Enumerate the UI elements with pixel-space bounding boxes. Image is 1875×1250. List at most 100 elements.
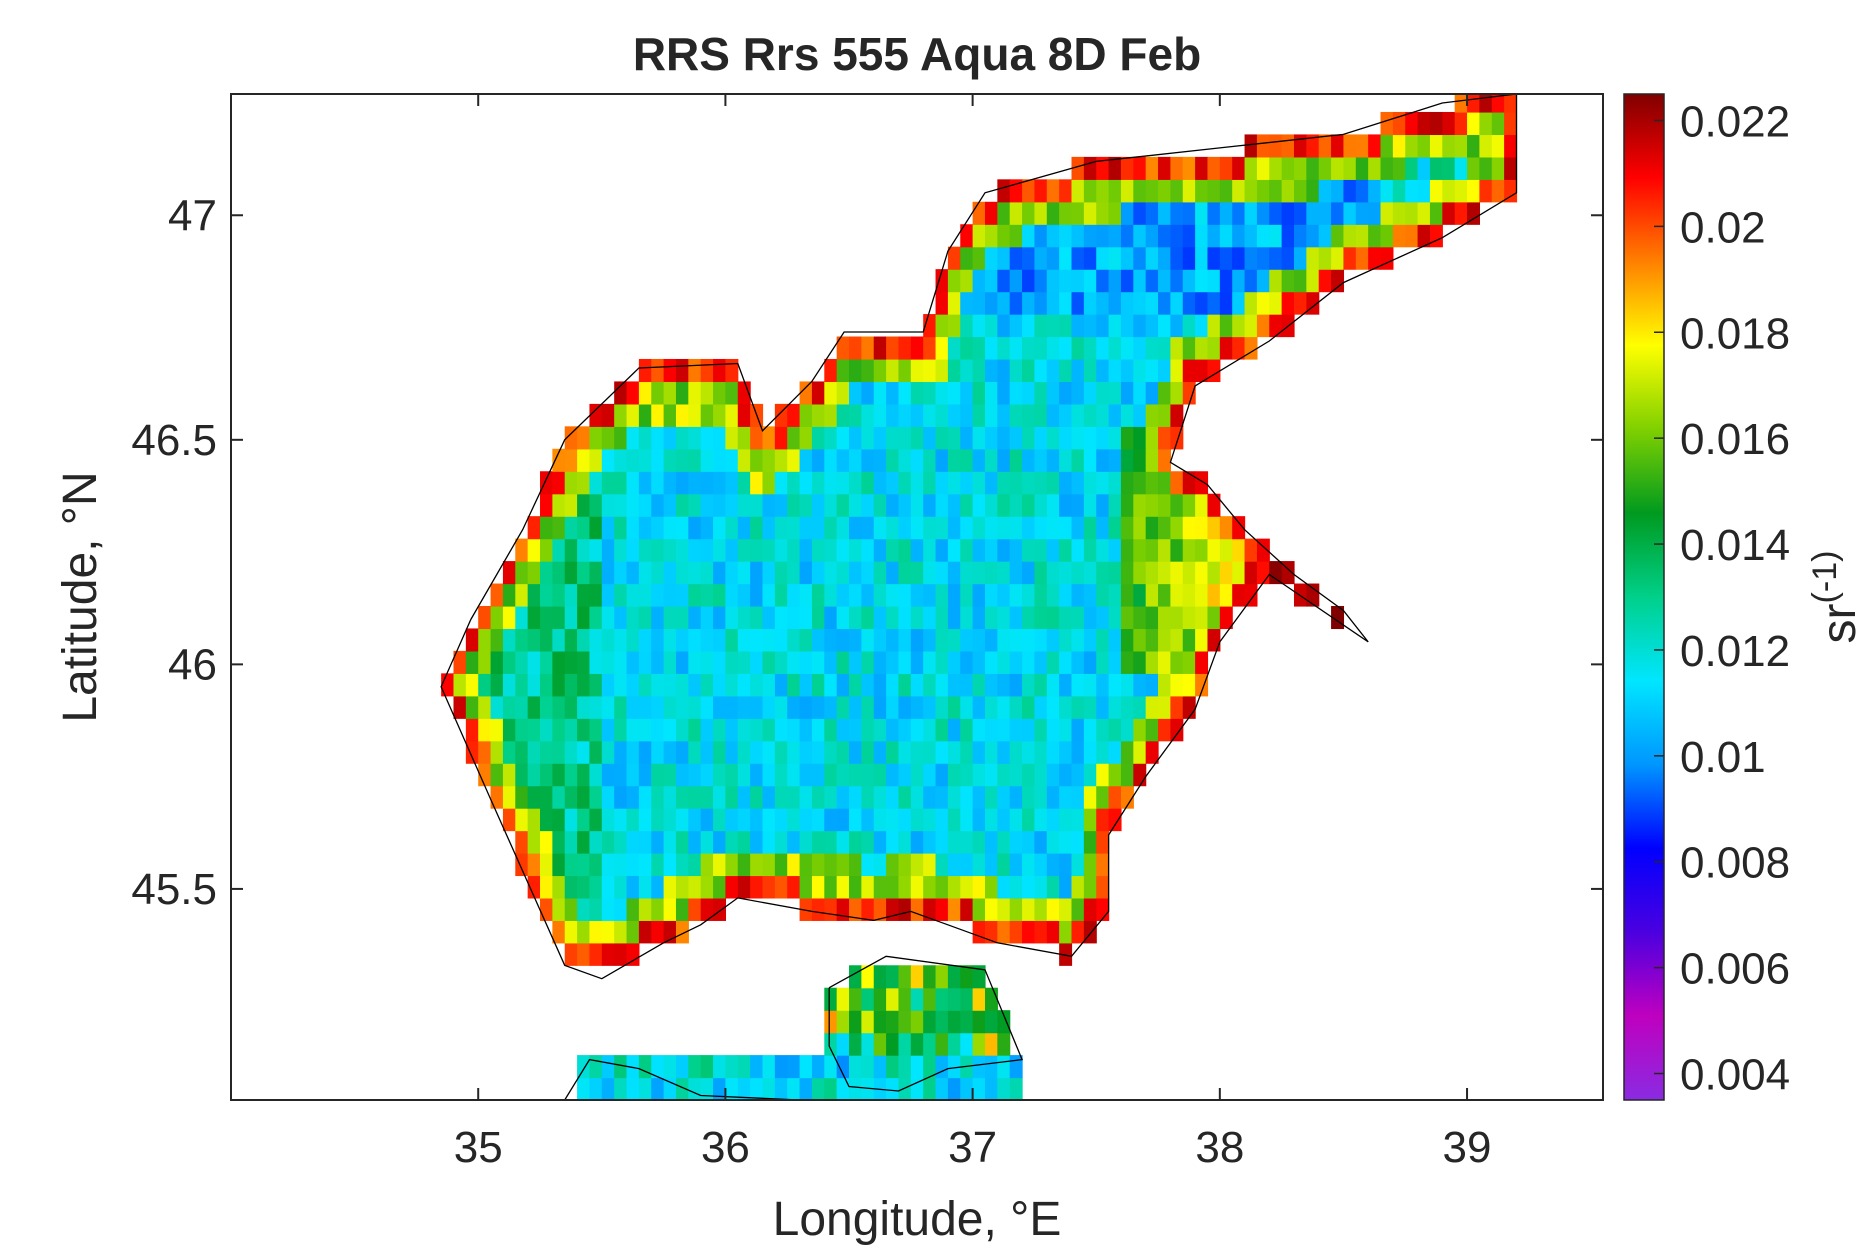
heatmap-cell bbox=[898, 785, 912, 809]
heatmap-cell bbox=[1034, 448, 1048, 472]
heatmap-cell bbox=[762, 583, 776, 607]
heatmap-cell bbox=[1022, 852, 1036, 877]
heatmap-cell bbox=[1429, 179, 1443, 203]
heatmap-cell bbox=[1120, 156, 1134, 180]
heatmap-cell bbox=[824, 650, 838, 674]
heatmap-cell bbox=[1059, 785, 1073, 809]
heatmap-cell bbox=[898, 583, 912, 607]
heatmap-cell bbox=[1479, 179, 1493, 203]
heatmap-cell bbox=[886, 628, 900, 652]
heatmap-cell bbox=[960, 718, 974, 742]
heatmap-cell bbox=[564, 516, 578, 540]
heatmap-cell bbox=[589, 740, 603, 764]
heatmap-cell bbox=[1170, 695, 1184, 719]
heatmap-cell bbox=[1120, 426, 1134, 450]
heatmap-cell bbox=[984, 605, 998, 630]
heatmap-cell bbox=[515, 852, 529, 877]
heatmap-cell bbox=[1022, 763, 1036, 787]
heatmap-cell bbox=[1405, 134, 1419, 158]
heatmap-cell bbox=[787, 808, 801, 832]
heatmap-cell bbox=[898, 493, 912, 517]
heatmap-cell bbox=[1046, 808, 1060, 832]
heatmap-cell bbox=[787, 471, 801, 495]
heatmap-cell bbox=[601, 403, 615, 427]
heatmap-cell bbox=[750, 650, 764, 674]
heatmap-cell bbox=[923, 426, 937, 450]
heatmap-cell bbox=[923, 808, 937, 832]
heatmap-cell bbox=[564, 808, 578, 832]
heatmap-cell bbox=[886, 718, 900, 742]
heatmap-cell bbox=[762, 1055, 776, 1079]
heatmap-cell bbox=[1022, 808, 1036, 832]
heatmap-cell bbox=[589, 493, 603, 517]
heatmap-cell bbox=[960, 358, 974, 383]
heatmap-cell bbox=[1120, 201, 1134, 225]
heatmap-cell bbox=[923, 605, 937, 630]
heatmap-cell bbox=[984, 246, 998, 270]
heatmap-cell bbox=[1083, 269, 1097, 293]
heatmap-cell bbox=[947, 897, 961, 921]
heatmap-cell bbox=[1059, 493, 1073, 517]
heatmap-cell bbox=[515, 785, 529, 809]
heatmap-cell bbox=[886, 426, 900, 450]
heatmap-cell bbox=[849, 763, 862, 787]
heatmap-cell bbox=[960, 852, 974, 877]
heatmap-cell bbox=[861, 1010, 875, 1034]
heatmap-cell bbox=[688, 493, 702, 517]
heatmap-cell bbox=[478, 763, 492, 787]
heatmap-cell bbox=[1331, 224, 1345, 248]
heatmap-cell bbox=[1083, 516, 1097, 540]
heatmap-cell bbox=[972, 830, 986, 854]
heatmap-cell bbox=[1071, 358, 1085, 383]
heatmap-cell bbox=[811, 808, 825, 832]
heatmap-cell bbox=[1405, 111, 1419, 136]
heatmap-cell bbox=[1096, 179, 1110, 203]
heatmap-cell bbox=[1071, 628, 1085, 652]
heatmap-cell bbox=[849, 403, 862, 427]
heatmap-cell bbox=[898, 852, 912, 877]
heatmap-cell bbox=[861, 471, 875, 495]
heatmap-cell bbox=[1454, 134, 1468, 158]
heatmap-cell bbox=[984, 650, 998, 674]
heatmap-cell bbox=[1145, 718, 1159, 742]
heatmap-cells bbox=[441, 94, 1518, 1100]
heatmap-cell bbox=[589, 426, 603, 450]
heatmap-cell bbox=[762, 426, 776, 450]
heatmap-cell bbox=[910, 493, 924, 517]
heatmap-cell bbox=[910, 987, 924, 1011]
heatmap-cell bbox=[1454, 156, 1468, 180]
heatmap-cell bbox=[564, 852, 578, 877]
heatmap-cell bbox=[564, 897, 578, 921]
heatmap-cell bbox=[1145, 448, 1159, 472]
heatmap-cell bbox=[1120, 695, 1134, 719]
heatmap-cell bbox=[527, 673, 541, 697]
heatmap-cell bbox=[935, 740, 949, 764]
heatmap-cell bbox=[713, 493, 727, 517]
heatmap-cell bbox=[1009, 785, 1023, 809]
heatmap-cell bbox=[836, 695, 850, 719]
heatmap-cell bbox=[651, 897, 665, 921]
heatmap-cell bbox=[1293, 291, 1307, 315]
heatmap-cell bbox=[502, 673, 516, 697]
heatmap-cell bbox=[700, 448, 714, 472]
heatmap-cell bbox=[1256, 269, 1270, 293]
heatmap-cell bbox=[1158, 246, 1171, 270]
heatmap-cell bbox=[502, 718, 516, 742]
heatmap-cell bbox=[762, 830, 776, 854]
heatmap-cell bbox=[1281, 224, 1295, 248]
heatmap-cell bbox=[960, 448, 974, 472]
heatmap-cell bbox=[1096, 830, 1110, 854]
heatmap-cell bbox=[898, 987, 912, 1011]
heatmap-cell bbox=[601, 493, 615, 517]
heatmap-cell bbox=[577, 448, 591, 472]
heatmap-cell bbox=[849, 448, 862, 472]
heatmap-cell bbox=[762, 718, 776, 742]
heatmap-cell bbox=[997, 583, 1011, 607]
heatmap-cell bbox=[515, 605, 529, 630]
heatmap-cell bbox=[1133, 314, 1147, 338]
heatmap-cell bbox=[651, 830, 665, 854]
heatmap-cell bbox=[1195, 314, 1209, 338]
heatmap-cell bbox=[713, 561, 727, 585]
heatmap-cell bbox=[935, 336, 949, 360]
coastline-path bbox=[828, 955, 1024, 1092]
